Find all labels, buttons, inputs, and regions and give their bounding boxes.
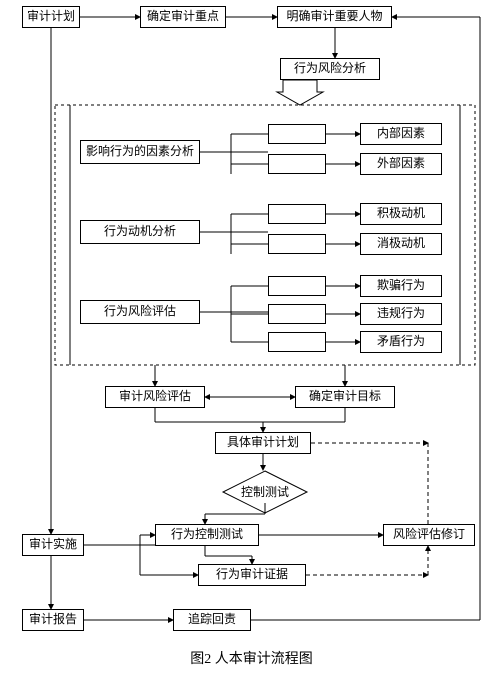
node-empty7: [268, 332, 326, 352]
node-behav_ctrl: 行为控制测试: [155, 524, 259, 546]
figure-caption: 图2 人本审计流程图: [0, 648, 503, 668]
node-evidence: 行为审计证据: [198, 564, 306, 586]
node-provoke: 矛盾行为: [360, 331, 442, 353]
node-positive: 积极动机: [360, 203, 442, 225]
node-negative: 消极动机: [360, 233, 442, 255]
node-external: 外部因素: [360, 153, 442, 175]
node-audit_risk: 审计风险评估: [105, 386, 205, 408]
node-fraud: 欺骗行为: [360, 275, 442, 297]
node-follow: 追踪回责: [173, 609, 251, 631]
node-report: 审计报告: [22, 609, 84, 631]
node-empty2: [268, 154, 326, 174]
node-empty6: [268, 304, 326, 324]
node-empty3: [268, 204, 326, 224]
node-violate: 违规行为: [360, 303, 442, 325]
node-plan: 审计计划: [22, 6, 80, 28]
node-empty4: [268, 234, 326, 254]
node-implement: 审计实施: [22, 534, 84, 556]
node-motive: 行为动机分析: [80, 220, 200, 244]
node-audit_goal: 确定审计目标: [295, 386, 395, 408]
node-ctrl_test: 控制测试: [241, 484, 289, 499]
flowchart-canvas: 审计计划 确定审计重点 明确审计重要人物行为风险分析影响行为的因素分析 内部因素外部因…: [0, 0, 503, 681]
node-empty5: [268, 276, 326, 296]
node-focus: 确定审计重点: [140, 6, 226, 28]
node-body_plan: 具体审计计划: [215, 432, 311, 454]
node-risk_fix: 风险评估修订: [383, 524, 475, 546]
node-eval: 行为风险评估: [80, 300, 200, 324]
node-key_person: 明确审计重要人物: [277, 6, 392, 28]
node-risk_anal: 行为风险分析: [280, 58, 380, 80]
node-internal: 内部因素: [360, 123, 442, 145]
node-factor: 影响行为的因素分析: [80, 140, 200, 164]
node-empty1: [268, 124, 326, 144]
